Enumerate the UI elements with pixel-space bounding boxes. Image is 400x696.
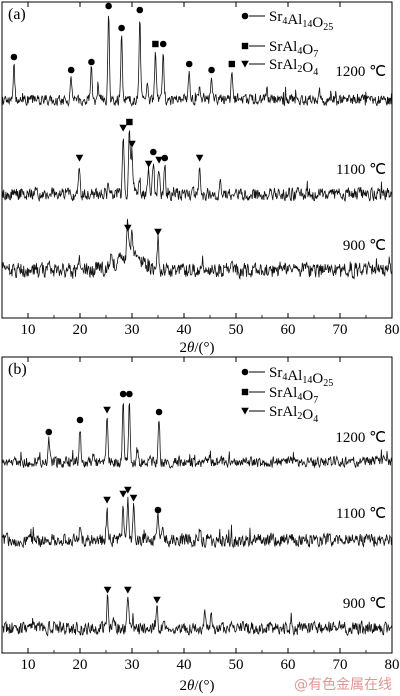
x-tick-label: 20 — [73, 657, 88, 673]
temperature-label: 1100 ℃ — [336, 506, 386, 522]
x-tick-label: 50 — [229, 322, 244, 338]
legend-entry: Sr4Al14O25 — [269, 9, 333, 33]
legend-marker-triangle — [241, 60, 249, 68]
xrd-trace-1200 — [1, 15, 393, 107]
peak-marker-triangle — [124, 586, 132, 594]
x-tick-label: 40 — [177, 322, 192, 338]
legend-entry: SrAl2O4 — [269, 404, 318, 425]
peak-marker-circle — [155, 408, 163, 416]
peak-marker-square — [126, 118, 133, 126]
x-axis-title: 2θ/(°) — [179, 340, 214, 356]
legend-entry: SrAl4O7 — [269, 39, 318, 60]
x-tick-label: 20 — [73, 322, 88, 338]
watermark-text: @有色金属在线 — [294, 677, 392, 693]
peak-marker-circle — [76, 416, 84, 424]
legend-marker-square — [241, 388, 249, 396]
peak-marker-circle — [118, 24, 125, 32]
peak-marker-triangle — [103, 496, 111, 504]
peak-marker-circle — [67, 66, 75, 74]
x-axis-title: 2θ/(°) — [179, 678, 214, 694]
temperature-label: 1200 ℃ — [335, 430, 386, 446]
legend-marker-circle — [241, 12, 249, 20]
peak-marker-triangle — [103, 406, 111, 414]
peak-marker-circle — [161, 154, 169, 162]
legend-entry: SrAl4O7 — [269, 385, 318, 406]
panel-label: (b) — [8, 361, 27, 378]
x-tick-label: 10 — [21, 322, 36, 338]
xrd-trace-900 — [1, 594, 393, 637]
peak-marker-triangle — [124, 224, 132, 232]
plot-frame — [1, 356, 393, 654]
x-tick-label: 10 — [21, 657, 36, 673]
x-tick-label: 70 — [333, 322, 348, 338]
x-tick-label: 40 — [177, 657, 192, 673]
peak-marker-circle — [154, 506, 162, 514]
peak-marker-circle — [105, 2, 112, 10]
temperature-label: 1100 ℃ — [336, 162, 386, 178]
temperature-label: 900 ℃ — [343, 596, 386, 612]
xrd-trace-1100 — [1, 496, 393, 549]
legend-marker-triangle — [241, 407, 249, 415]
peak-marker-circle — [45, 428, 53, 436]
peak-marker-triangle — [119, 124, 127, 132]
temperature-label: 1200 ℃ — [335, 64, 386, 80]
peak-marker-circle — [136, 6, 144, 14]
temperature-label: 900 ℃ — [343, 238, 386, 254]
peak-marker-triangle — [154, 228, 162, 236]
xrd-trace-1100 — [1, 130, 393, 202]
x-tick-label: 80 — [385, 657, 400, 673]
peak-marker-square — [228, 60, 236, 68]
peak-marker-triangle — [124, 486, 132, 494]
peak-marker-circle — [126, 390, 133, 398]
x-tick-label: 50 — [229, 657, 244, 673]
plot-frame — [1, 1, 393, 319]
peak-marker-circle — [150, 148, 157, 156]
x-tick-label: 30 — [125, 657, 140, 673]
x-tick-label: 70 — [333, 657, 348, 673]
peak-marker-triangle — [129, 494, 138, 502]
xrd-trace-1200 — [1, 403, 393, 469]
x-tick-label: 80 — [385, 322, 400, 338]
peak-marker-triangle — [128, 140, 136, 148]
peak-marker-triangle — [153, 596, 161, 604]
peak-marker-triangle — [119, 490, 127, 498]
legend-entry: SrAl2O4 — [269, 57, 318, 78]
peak-marker-circle — [88, 58, 95, 66]
peak-marker-triangle — [144, 160, 153, 168]
peak-marker-triangle — [195, 154, 204, 162]
peak-marker-circle — [10, 53, 18, 61]
peak-marker-circle — [159, 40, 167, 48]
x-tick-label: 60 — [281, 322, 296, 338]
xrd-trace-900 — [1, 218, 393, 281]
panel-label: (a) — [8, 6, 26, 23]
legend-marker-square — [241, 42, 249, 50]
panel-b: 10 20 30 40 50 60 70 80 2θ/(°) (b) Sr4Al14O25SrAl4… — [1, 356, 400, 694]
peak-marker-triangle — [155, 156, 163, 164]
peak-marker-triangle — [75, 154, 84, 162]
peak-marker-circle — [119, 390, 127, 398]
peak-marker-circle — [185, 60, 193, 68]
x-tick-label: 30 — [125, 322, 140, 338]
peak-marker-triangle — [103, 586, 112, 594]
peak-marker-square — [152, 40, 159, 48]
panel-a: 10 20 30 40 50 60 70 80 2θ/(°) (a) Sr4Al14O25 SrAl4… — [1, 1, 400, 356]
legend-entry: Sr4Al14O25 — [269, 365, 333, 389]
x-tick-label: 60 — [281, 657, 296, 673]
peak-marker-circle — [208, 66, 215, 74]
legend-marker-circle — [241, 368, 249, 376]
